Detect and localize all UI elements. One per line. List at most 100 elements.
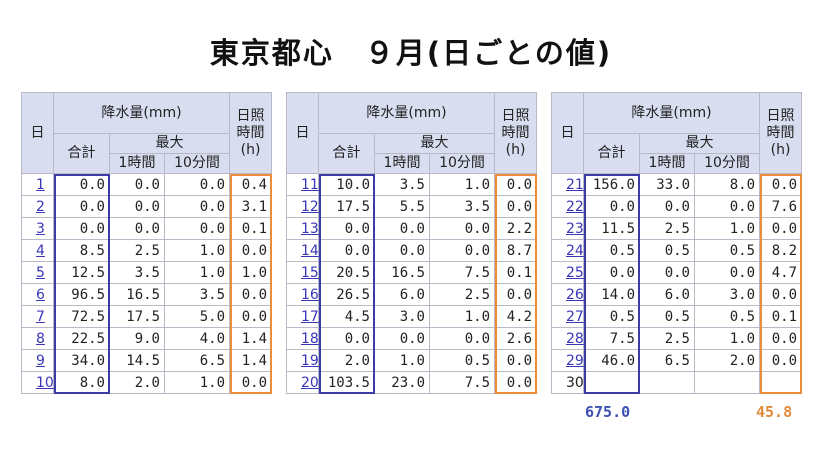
day-link[interactable]: 19 (301, 352, 319, 369)
day-cell[interactable]: 26 (551, 283, 584, 306)
day-cell[interactable]: 11 (286, 173, 319, 196)
day-cell[interactable]: 13 (286, 217, 319, 240)
day-link[interactable]: 25 (566, 264, 584, 281)
sunshine-cell: 8.7 (494, 239, 538, 262)
max-1hour-cell: 16.5 (374, 261, 430, 284)
day-cell[interactable]: 9 (21, 349, 54, 372)
day-link[interactable]: 2 (36, 198, 45, 215)
day-cell[interactable]: 27 (551, 305, 584, 328)
day-cell[interactable]: 8 (21, 327, 54, 350)
day-cell[interactable]: 1 (21, 173, 54, 196)
day-link[interactable]: 8 (36, 330, 45, 347)
max-1hour-cell: 2.5 (109, 239, 165, 262)
day-link[interactable]: 13 (301, 220, 319, 237)
day-cell[interactable]: 6 (21, 283, 54, 306)
day-cell[interactable]: 5 (21, 261, 54, 284)
sunshine-cell: 0.0 (494, 371, 538, 394)
day-cell[interactable]: 17 (286, 305, 319, 328)
day-cell[interactable]: 16 (286, 283, 319, 306)
day-link[interactable]: 3 (36, 220, 45, 237)
max-10min-cell: 7.5 (428, 371, 496, 394)
day-cell[interactable]: 15 (286, 261, 319, 284)
day-link[interactable]: 9 (36, 352, 45, 369)
max-1hour-cell: 3.0 (374, 305, 430, 328)
table-row: 20 103.5 23.0 7.5 0.0 (286, 371, 538, 394)
max-1hour-cell: 17.5 (109, 305, 165, 328)
day-link[interactable]: 26 (566, 286, 584, 303)
rain-header: 降水量(mm) (317, 92, 496, 134)
day-link[interactable]: 6 (36, 286, 45, 303)
max-10min-cell: 0.5 (693, 305, 761, 328)
max-1hour-cell: 6.5 (639, 349, 695, 372)
day-cell[interactable]: 14 (286, 239, 319, 262)
day-link[interactable]: 18 (301, 330, 319, 347)
rain-total-cell: 72.5 (53, 305, 110, 328)
day-link[interactable]: 21 (566, 176, 584, 193)
max-1hour-cell: 23.0 (374, 371, 430, 394)
day-link[interactable]: 23 (566, 220, 584, 237)
day-link[interactable]: 20 (301, 374, 319, 391)
rain-total-cell: 103.5 (318, 371, 375, 394)
day-cell[interactable]: 19 (286, 349, 319, 372)
day-link[interactable]: 29 (566, 352, 584, 369)
day-cell[interactable]: 23 (551, 217, 584, 240)
day-cell[interactable]: 24 (551, 239, 584, 262)
day-link[interactable]: 17 (301, 308, 319, 325)
sunshine-cell: 0.0 (229, 305, 273, 328)
day-cell[interactable]: 18 (286, 327, 319, 350)
sunshine-header-line2: 時間 (236, 124, 265, 141)
day-cell[interactable]: 12 (286, 195, 319, 218)
day-link[interactable]: 15 (301, 264, 319, 281)
max-1hour-cell: 16.5 (109, 283, 165, 306)
day-link[interactable]: 7 (36, 308, 45, 325)
day-cell[interactable]: 21 (551, 173, 584, 196)
day-link[interactable]: 12 (301, 198, 319, 215)
day-link[interactable]: 22 (566, 198, 584, 215)
day-link[interactable]: 1 (36, 176, 45, 193)
max-10min-cell: 1.0 (163, 371, 231, 394)
max-1hour-cell: 0.0 (639, 261, 695, 284)
rain-total-cell: 0.0 (583, 195, 640, 218)
day-link[interactable]: 27 (566, 308, 584, 325)
day-cell[interactable]: 29 (551, 349, 584, 372)
sunshine-cell: 0.1 (494, 261, 538, 284)
daily-weather-table: 日降水量(mm) 日照 時間 (h) 合計 最大 1時間 10分間 1 0.0 0.0 0.0 0.4 2… (21, 92, 273, 394)
day-link[interactable]: 11 (301, 176, 319, 193)
max-10min-cell: 0.0 (428, 327, 496, 350)
max-10min-cell: 8.0 (693, 173, 761, 196)
rain-total-cell: 0.5 (583, 239, 640, 262)
day-link[interactable]: 16 (301, 286, 319, 303)
day-cell[interactable]: 22 (551, 195, 584, 218)
rain-total-cell: 11.5 (583, 217, 640, 240)
day-link[interactable]: 4 (36, 242, 45, 259)
table-row: 6 96.5 16.5 3.5 0.0 (21, 283, 273, 306)
max-10min-cell: 0.0 (693, 261, 761, 284)
day-link[interactable]: 28 (566, 330, 584, 347)
table-row: 27 0.5 0.5 0.5 0.1 (551, 305, 803, 328)
rain-header: 降水量(mm) (582, 92, 761, 134)
max-1hour-cell: 2.0 (109, 371, 165, 394)
day-link[interactable]: 24 (566, 242, 584, 259)
max-1hour-cell: 0.0 (109, 195, 165, 218)
day-link[interactable]: 10 (36, 374, 54, 391)
day-cell[interactable]: 2 (21, 195, 54, 218)
day-cell[interactable]: 7 (21, 305, 54, 328)
rain-total-cell: 0.5 (583, 305, 640, 328)
rain-total-cell: 17.5 (318, 195, 375, 218)
day-cell[interactable]: 3 (21, 217, 54, 240)
day-cell[interactable]: 28 (551, 327, 584, 350)
day-link[interactable]: 5 (36, 264, 45, 281)
sunshine-cell: 4.2 (494, 305, 538, 328)
day-cell[interactable]: 20 (286, 371, 319, 394)
max-10min-header: 10分間 (428, 153, 496, 174)
day-cell[interactable]: 10 (21, 371, 54, 394)
max-1hour-cell: 0.0 (109, 173, 165, 196)
day-cell[interactable]: 25 (551, 261, 584, 284)
max-1hour-cell: 6.0 (374, 283, 430, 306)
rain-total-cell: 22.5 (53, 327, 110, 350)
rain-total-cell: 0.0 (53, 195, 110, 218)
sunshine-header-line2: 時間 (501, 124, 530, 141)
day-cell[interactable]: 4 (21, 239, 54, 262)
day-link[interactable]: 14 (301, 242, 319, 259)
max-1hour-cell: 3.5 (109, 261, 165, 284)
